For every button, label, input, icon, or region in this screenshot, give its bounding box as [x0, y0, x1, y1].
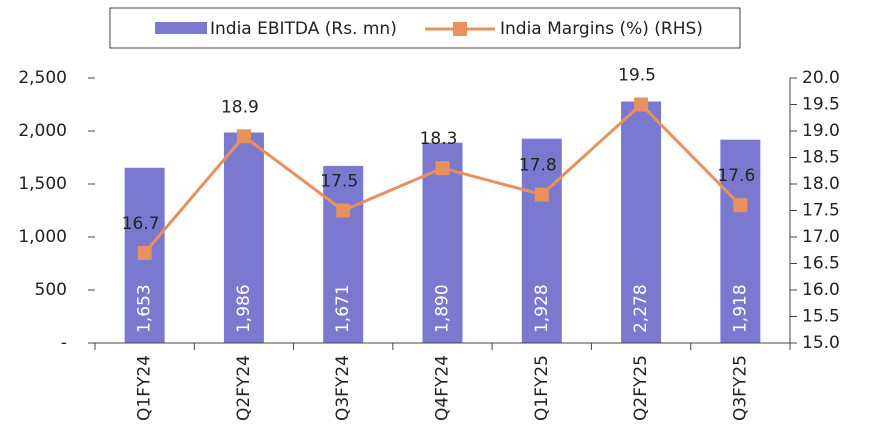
- legend-label: India EBITDA (Rs. mn): [210, 19, 397, 39]
- line-value-label: 18.9: [221, 97, 259, 117]
- x-tick-label: Q1FY24: [135, 355, 155, 421]
- line-marker: [336, 203, 351, 218]
- legend-swatch: [453, 22, 467, 36]
- line-value-label: 17.8: [519, 156, 557, 176]
- line-marker: [534, 187, 549, 202]
- bar-value-label: 2,278: [631, 284, 651, 333]
- bar-value-label: 1,986: [234, 284, 254, 333]
- line-marker: [236, 129, 251, 144]
- line-value-label: 16.7: [122, 214, 160, 234]
- bar-value-label: 1,928: [532, 284, 552, 333]
- y-tick-label: -: [61, 333, 67, 353]
- x-tick-label: Q1FY25: [532, 355, 552, 421]
- bar-value-label: 1,918: [730, 284, 750, 333]
- x-tick-label: Q3FY24: [333, 355, 353, 421]
- y-tick-label: 2,000: [18, 121, 67, 141]
- line-marker: [137, 245, 152, 260]
- y2-tick-label: 16.5: [802, 254, 840, 274]
- x-tick-label: Q2FY25: [631, 355, 651, 421]
- line-marker: [435, 161, 450, 176]
- y-tick-label: 1,000: [18, 227, 67, 247]
- x-tick-label: Q3FY25: [730, 355, 750, 421]
- line-marker: [634, 97, 649, 112]
- line-marker: [733, 198, 748, 213]
- bar: [521, 138, 562, 343]
- y-tick-label: 2,500: [18, 68, 67, 88]
- y2-tick-label: 16.0: [802, 280, 840, 300]
- legend-swatch: [155, 22, 207, 34]
- line-value-label: 17.5: [320, 172, 358, 192]
- x-tick-label: Q4FY24: [433, 355, 453, 421]
- y2-tick-label: 15.0: [802, 333, 840, 353]
- line-value-label: 19.5: [618, 66, 656, 86]
- y-tick-label: 500: [35, 280, 67, 300]
- bar-value-label: 1,890: [433, 284, 453, 333]
- bar: [720, 139, 761, 343]
- bar: [323, 165, 364, 343]
- legend-label: India Margins (%) (RHS): [500, 19, 703, 39]
- y2-tick-label: 15.5: [802, 307, 840, 327]
- bar-value-label: 1,653: [135, 284, 155, 333]
- y2-tick-label: 18.0: [802, 174, 840, 194]
- bar: [621, 101, 662, 343]
- bar: [422, 142, 463, 343]
- bar-value-label: 1,671: [333, 284, 353, 333]
- y2-tick-label: 19.5: [802, 95, 840, 115]
- line-value-label: 18.3: [420, 129, 458, 149]
- y2-tick-label: 18.5: [802, 148, 840, 168]
- bar: [223, 132, 264, 343]
- y2-tick-label: 17.5: [802, 201, 840, 221]
- line-value-label: 17.6: [717, 166, 755, 186]
- y2-tick-label: 17.0: [802, 227, 840, 247]
- x-tick-label: Q2FY24: [234, 355, 254, 421]
- y-tick-label: 1,500: [18, 174, 67, 194]
- y2-tick-label: 20.0: [802, 68, 840, 88]
- y2-tick-label: 19.0: [802, 121, 840, 141]
